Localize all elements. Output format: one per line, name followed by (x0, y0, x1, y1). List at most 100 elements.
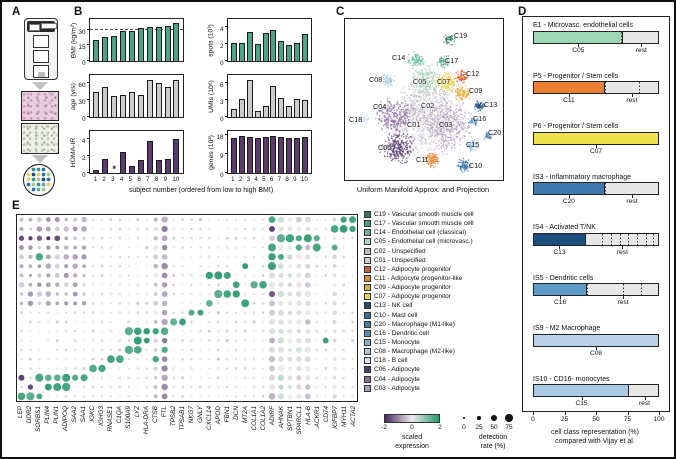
cluster-segment (534, 132, 658, 144)
class-bar (533, 30, 659, 44)
legend-label: C14 - Endothelial cell (classical) (374, 229, 467, 237)
gene-label: NKG7 (188, 406, 195, 424)
legend-swatch (364, 238, 371, 246)
gene-label: HLA-DRA (143, 406, 150, 435)
bar (93, 91, 100, 117)
bar-chart-genes: 0 9 18 genes (10³) (208, 130, 312, 179)
segment-label: C20 (562, 198, 575, 205)
histology-image (21, 91, 59, 121)
bar (146, 141, 153, 173)
x-tick-labels: 1 2 3 4 5 6 7 8 9 10 (231, 176, 308, 183)
gene-label: APOD (215, 406, 222, 425)
x-tick-labels: 1 2 3 4 5 6 7 8 9 10 (93, 176, 180, 183)
bar (294, 98, 301, 117)
umap-cluster-label: C08 (369, 75, 383, 84)
bar (262, 33, 269, 61)
dashed-marker (610, 233, 612, 245)
funnel-icon (32, 155, 48, 163)
legend-swatch (364, 265, 371, 273)
panel-d-label: D (518, 6, 527, 18)
bar (164, 158, 171, 173)
bar (102, 158, 109, 173)
bar (270, 29, 277, 61)
umap-cluster-label: C20 (488, 128, 502, 137)
legend-entry: C16 - Dendritic cell (364, 329, 474, 338)
legend-swatch (364, 284, 371, 292)
legend-swatch (364, 375, 371, 383)
bar (120, 152, 127, 173)
umap-cluster-label: C07 (437, 77, 451, 86)
gene-label: IGHG3 (98, 406, 105, 426)
class-bar (533, 182, 659, 195)
dashed-marker (623, 284, 625, 295)
class-title: IS10 - CD16- monocytes (533, 375, 610, 383)
legend-entry: C09 - Adipocyte progenitor (364, 283, 474, 292)
gene-label: ACKR1 (314, 406, 321, 428)
bar (301, 100, 308, 117)
umap-cluster-label: C13 (484, 100, 498, 109)
legend-swatch (364, 348, 371, 356)
class-title: P5 - Progenitor / Stem cells (533, 72, 619, 80)
bar (246, 80, 253, 117)
dashed-marker (640, 284, 642, 295)
panel-c-label: C (336, 6, 345, 18)
dashed-marker (628, 233, 630, 245)
funnel-icon (32, 82, 48, 90)
umap-cluster-label: C11 (416, 155, 429, 164)
gene-label: RNASE1 (107, 406, 114, 432)
bar (230, 138, 237, 173)
legend-entry: C03 - Adipocyte (364, 384, 474, 393)
legend-swatch (364, 220, 371, 228)
bar (155, 160, 162, 173)
legend-label: C13 - NK cell (374, 302, 413, 310)
bar (246, 32, 253, 61)
legend-entry: C17 - Vascular smooth muscle cell (364, 219, 474, 228)
cluster-segment (534, 334, 658, 346)
bar (102, 36, 109, 61)
panel-b: B 0 15 30 BMI (kg/m²) 0 30 60 age (yrs) 0 2 4 HOMA-… (68, 4, 334, 200)
bar (278, 137, 285, 173)
detection-scale-label: detection rate (%) (478, 434, 508, 450)
legend-entry: C13 - NK cell (364, 301, 474, 310)
bar (238, 136, 245, 173)
legend-swatch (364, 329, 371, 337)
legend-swatch (364, 302, 371, 310)
bar (254, 138, 261, 173)
bar (173, 138, 180, 173)
bar-chart-spots: 0 2 4 spots (10³) (208, 18, 312, 67)
bar (254, 44, 261, 61)
subject-axis-label: subject number (ordered from low to high… (128, 187, 274, 194)
bar-chart-umis: 0 3 6 UMIs (10⁶) (208, 74, 312, 123)
panel-e-label: E (12, 200, 20, 212)
panel-e: E LEP DDR2 SORBS1 PLIN4 PLIN1 ADIPOQ SAA2 SAA1 I… (8, 200, 672, 457)
umap-cluster-label: C10 (469, 161, 483, 170)
legend-label: C12 - Adipocyte progenitor (374, 265, 451, 273)
size-legend-dot (463, 417, 465, 419)
y-axis-label: BMI (kg/m²) (70, 22, 77, 58)
gene-label: SPARCL1 (296, 406, 303, 435)
class-bar (533, 232, 659, 246)
legend-label: C16 - Dendritic cell (374, 329, 429, 337)
spatial-image (21, 123, 59, 154)
gene-label: CD74 (323, 406, 330, 423)
class-title: E1 - Microvasc. endothelial cells (533, 22, 633, 29)
bar (230, 108, 237, 117)
legend-label: C18 - B cell (374, 357, 408, 365)
bar (278, 97, 285, 117)
segment-label: rest (626, 198, 638, 205)
umap-cluster-label: C01 (407, 120, 421, 129)
size-legend-dot (491, 415, 497, 421)
panel-a-label: A (12, 6, 21, 18)
gene-label: CTSB (152, 406, 159, 424)
gene-label: FBN1 (224, 406, 231, 423)
gene-label: PLIN4 (44, 406, 51, 424)
legend-label: C05 - Endothelial cell (microvasc.) (374, 238, 473, 246)
visium-slide-icon (24, 18, 58, 80)
bar (137, 27, 144, 61)
dashed-marker (628, 385, 630, 396)
bar (238, 99, 245, 117)
y-axis-label: UMIs (10⁶) (208, 79, 216, 113)
bar (111, 35, 118, 61)
missing-data-asterisk: * (112, 164, 116, 174)
gene-label: COL1A2 (260, 406, 267, 431)
